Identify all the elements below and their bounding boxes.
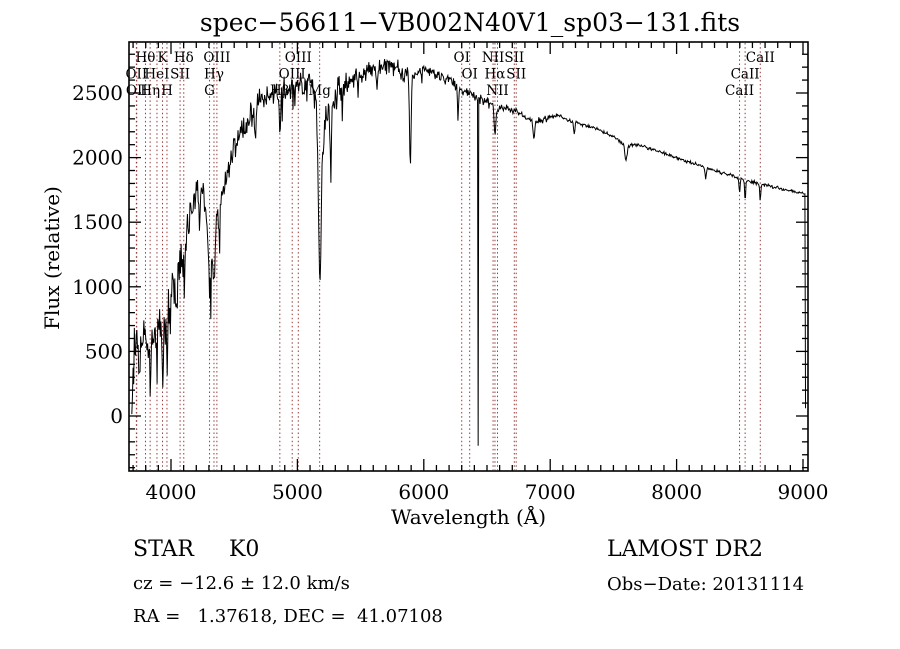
y-tick-label: 500 bbox=[85, 339, 123, 363]
y-tick-label: 2000 bbox=[72, 146, 123, 170]
ra-dec-label: RA = 1.37618, DEC = 41.07108 bbox=[133, 606, 443, 627]
object-class-label: STAR K0 bbox=[133, 537, 260, 562]
x-tick-label: 7000 bbox=[525, 480, 576, 504]
y-tick-label: 2500 bbox=[72, 81, 123, 105]
spectral-line-label: OII bbox=[126, 83, 148, 99]
spectral-line-label: OI bbox=[454, 50, 470, 66]
spectral-line-label: NII bbox=[486, 83, 508, 99]
radial-velocity-label: cz = −12.6 ± 12.0 km/s bbox=[133, 573, 350, 594]
spectral-line-label: Hθ bbox=[136, 50, 156, 66]
spectral-line-label: OIII bbox=[203, 50, 230, 66]
spectral-line-label: Hα bbox=[485, 67, 506, 83]
spectral-line-label: CaII bbox=[731, 67, 760, 83]
spectral-line-label: Hγ bbox=[204, 67, 224, 83]
spectral-line-label: HeI bbox=[144, 67, 169, 83]
x-tick-label: 6000 bbox=[398, 480, 449, 504]
spectral-line-label: G bbox=[204, 83, 215, 99]
tick-labels: 4000 5000 6000 7000 8000 9000 0 500 1000 1500 2000… bbox=[72, 81, 828, 504]
spectral-line-label: CaII bbox=[725, 83, 754, 99]
spectral-line-label: OIII bbox=[285, 50, 312, 66]
spectral-line-label: OII bbox=[125, 67, 147, 83]
axes bbox=[128, 41, 809, 472]
spectral-line-label: SII bbox=[506, 67, 526, 83]
spectrum-curve bbox=[131, 58, 807, 446]
spectral-line-label: SII bbox=[504, 50, 524, 66]
survey-label: LAMOST DR2 bbox=[607, 537, 763, 562]
spectral-line-label: Hδ bbox=[174, 50, 194, 66]
plot-title: spec−56611−VB002N40V1_sp03−131.fits bbox=[199, 8, 741, 37]
x-tick-label: 5000 bbox=[272, 480, 323, 504]
spectral-line-label: H bbox=[161, 83, 173, 99]
obs-date-label: Obs−Date: 20131114 bbox=[607, 574, 805, 595]
spectral-line-label: OIII bbox=[279, 67, 306, 83]
plot-frame bbox=[128, 41, 809, 472]
y-tick-label: 0 bbox=[110, 404, 123, 428]
spectral-line-label: NII bbox=[482, 50, 504, 66]
spectral-line-label: OI bbox=[461, 67, 477, 83]
y-tick-label: 1000 bbox=[72, 275, 123, 299]
x-axis-title: Wavelength (Å) bbox=[390, 505, 547, 529]
spectral-line-label: Hη bbox=[140, 83, 160, 99]
spectral-line-markers bbox=[135, 43, 761, 470]
spectral-line-label: K bbox=[157, 50, 168, 66]
spectral-line-label: SII bbox=[170, 67, 190, 83]
spectral-line-label: CaII bbox=[746, 50, 775, 66]
x-tick-label: 9000 bbox=[778, 480, 829, 504]
x-tick-label: 8000 bbox=[651, 480, 702, 504]
tick-marks bbox=[129, 42, 808, 471]
y-tick-label: 1500 bbox=[72, 210, 123, 234]
x-tick-label: 4000 bbox=[146, 480, 197, 504]
